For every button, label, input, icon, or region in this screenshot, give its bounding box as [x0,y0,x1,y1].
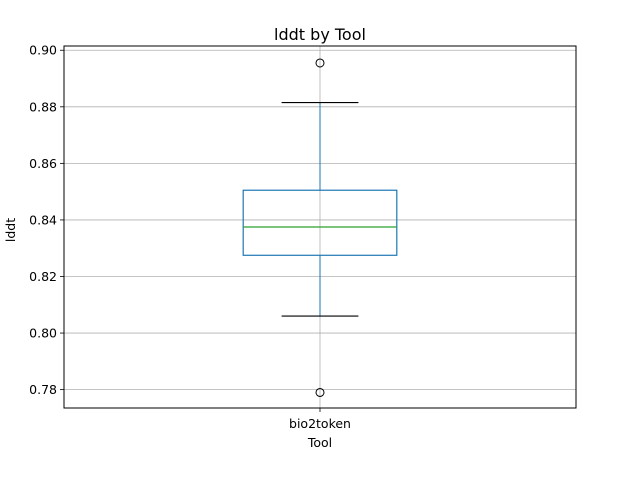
x-tick-label: bio2token [289,416,351,431]
y-tick-label: 0.88 [29,99,57,114]
box-iqr [242,189,398,256]
y-tick-label: 0.86 [29,156,57,171]
outlier-point [315,387,325,397]
ticks: 0.78 0.80 0.82 0.84 0.86 0.88 0.90 bio2token [29,43,351,431]
y-tick-label: 0.90 [29,43,57,58]
chart-title: lddt by Tool [274,25,366,44]
y-tick-label: 0.80 [29,326,57,341]
y-tick-label: 0.84 [29,212,57,227]
boxes [242,58,398,397]
y-tick-label: 0.78 [29,382,57,397]
outlier-point [315,58,325,68]
plot-frame [63,45,577,409]
y-axis-label: lddt [3,218,18,242]
x-axis-label: Tool [307,435,332,450]
y-tick-label: 0.82 [29,269,57,284]
